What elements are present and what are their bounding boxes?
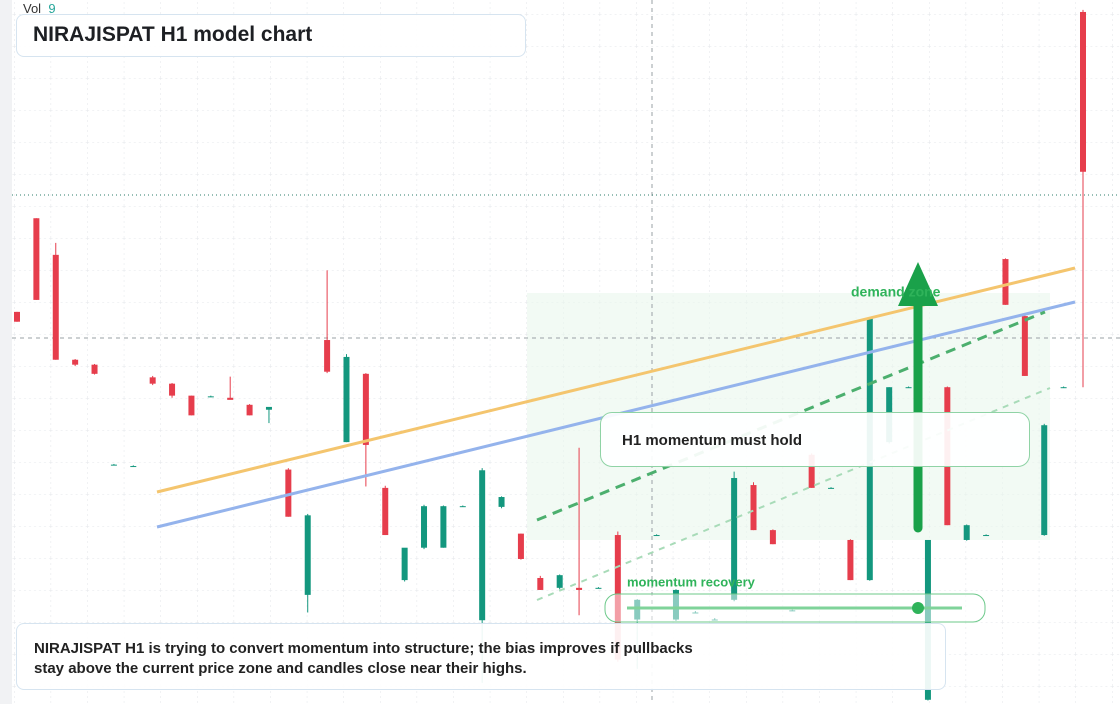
candle-body [576,587,583,590]
candle-body [828,487,835,489]
slider-label: momentum recovery [627,574,756,589]
volume-legend: Vol 9 [23,1,56,16]
candle-body [324,340,331,372]
candle-body [362,373,369,445]
title-box: NIRAJISPAT H1 model chart [16,14,526,57]
slider-knob [912,602,924,614]
candle-body [401,547,408,581]
candle-body [769,530,776,545]
candle-body [731,478,738,600]
candle-body [808,454,815,488]
candle-body [14,311,20,322]
candle-body [517,533,524,559]
candle-body [33,218,40,300]
candle-body [1060,387,1067,389]
candle-body [479,470,486,621]
candle-body [246,404,253,416]
callout-box: H1 momentum must hold [600,412,1030,467]
comment-box: NIRAJISPAT H1 is trying to convert momen… [16,623,946,690]
up-arrow-head [898,262,938,306]
candle-body [421,506,428,548]
candle-body [188,395,195,416]
chart-title: NIRAJISPAT H1 model chart [33,23,313,46]
candle-body [1002,259,1009,305]
candle-body [265,406,272,410]
candle-body [1021,316,1028,376]
candle-body [1080,11,1086,172]
candle-body [537,577,544,590]
volume-value: 9 [48,1,56,16]
candle-body [1041,425,1048,536]
candle-body [459,506,466,508]
candle-body [149,377,156,384]
volume-label: Vol [23,1,42,16]
candle-body [304,515,311,595]
candle-body [847,539,854,581]
candle-body [52,254,59,360]
candle-body [595,587,602,589]
candle-body [983,535,990,537]
demand-zone-label: demand zone [851,284,941,300]
callout-text: H1 momentum must hold [622,432,803,449]
candle-body [750,485,757,531]
candle-body [130,466,137,468]
candle-body [72,359,79,365]
candle-body [110,464,117,466]
candle-body [227,397,234,400]
candle-body [556,575,563,588]
candle-body [963,525,970,540]
candle-body [91,364,98,374]
candle-body [440,506,447,548]
candle-body [498,497,505,507]
candle-body [905,387,912,389]
candle-body [207,396,214,398]
candle-body [382,487,389,536]
candle-body [169,383,176,396]
candle-body [653,535,660,537]
candle-body [343,356,350,443]
comment-text: NIRAJISPAT H1 is trying to convert momen… [34,640,693,677]
candle-body [285,469,292,517]
projection-line-faint [536,387,1051,601]
left-rail [0,0,12,704]
